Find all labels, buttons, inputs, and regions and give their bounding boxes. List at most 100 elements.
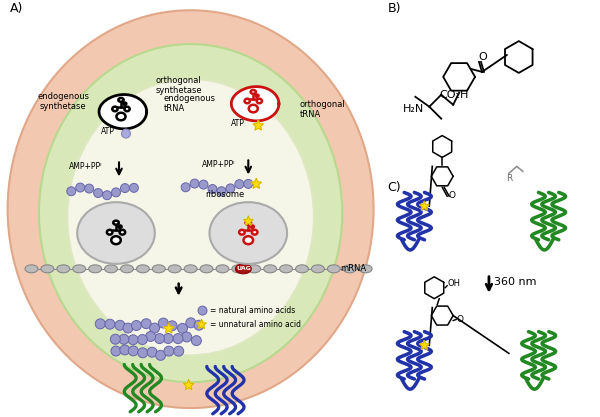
Circle shape — [217, 187, 226, 196]
Ellipse shape — [244, 236, 253, 244]
Circle shape — [178, 323, 187, 333]
Ellipse shape — [8, 10, 374, 408]
Ellipse shape — [209, 202, 287, 264]
Circle shape — [105, 319, 115, 329]
Circle shape — [119, 334, 129, 344]
Text: endogenous
synthetase: endogenous synthetase — [37, 92, 89, 111]
Circle shape — [174, 346, 184, 356]
Text: O: O — [448, 191, 455, 200]
Ellipse shape — [124, 107, 130, 111]
Ellipse shape — [107, 230, 112, 235]
Text: ATP: ATP — [232, 118, 245, 128]
Circle shape — [167, 321, 177, 331]
Circle shape — [128, 335, 138, 345]
Circle shape — [199, 180, 208, 189]
Ellipse shape — [89, 265, 101, 273]
Circle shape — [163, 334, 173, 344]
Text: O: O — [479, 52, 487, 62]
Text: orthogonal
synthetase: orthogonal synthetase — [155, 76, 202, 95]
Text: CO₂H: CO₂H — [439, 90, 469, 100]
Polygon shape — [251, 178, 262, 188]
Ellipse shape — [112, 107, 118, 111]
Circle shape — [111, 346, 121, 356]
Circle shape — [110, 334, 121, 344]
Circle shape — [190, 179, 199, 188]
Circle shape — [94, 188, 103, 198]
Ellipse shape — [256, 95, 259, 97]
Polygon shape — [164, 323, 174, 333]
Ellipse shape — [57, 265, 70, 273]
Ellipse shape — [41, 265, 54, 273]
Circle shape — [137, 334, 148, 344]
Text: A): A) — [10, 2, 23, 15]
Circle shape — [95, 319, 105, 329]
Circle shape — [155, 334, 164, 344]
Ellipse shape — [328, 265, 340, 273]
Circle shape — [244, 179, 253, 188]
Circle shape — [235, 180, 244, 188]
Ellipse shape — [251, 90, 256, 94]
Text: 360 nm: 360 nm — [494, 277, 536, 287]
Circle shape — [155, 350, 166, 360]
Ellipse shape — [249, 105, 258, 112]
Text: = unnatural amino acid: = unnatural amino acid — [211, 320, 301, 329]
Ellipse shape — [119, 230, 125, 235]
Circle shape — [191, 336, 202, 346]
Ellipse shape — [239, 230, 245, 235]
Ellipse shape — [77, 202, 155, 264]
Ellipse shape — [73, 265, 86, 273]
Polygon shape — [253, 120, 263, 130]
Circle shape — [226, 184, 235, 193]
Circle shape — [198, 306, 207, 315]
Text: orthogonal
tRNA: orthogonal tRNA — [300, 100, 346, 119]
Ellipse shape — [359, 265, 372, 273]
Ellipse shape — [257, 99, 262, 103]
Ellipse shape — [216, 265, 229, 273]
Ellipse shape — [111, 236, 121, 244]
Ellipse shape — [67, 79, 314, 355]
Polygon shape — [197, 319, 206, 329]
Ellipse shape — [252, 230, 257, 235]
Circle shape — [182, 332, 191, 342]
Polygon shape — [184, 380, 194, 389]
Circle shape — [131, 321, 142, 331]
Circle shape — [85, 184, 94, 193]
Circle shape — [146, 332, 155, 342]
Ellipse shape — [116, 113, 125, 120]
Circle shape — [121, 183, 130, 193]
Text: endogenous
tRNA: endogenous tRNA — [164, 94, 216, 113]
Circle shape — [147, 347, 157, 357]
Circle shape — [121, 129, 130, 138]
Text: H₂N: H₂N — [403, 104, 424, 114]
Circle shape — [158, 318, 169, 328]
Text: ribosome: ribosome — [206, 190, 245, 199]
Circle shape — [76, 183, 85, 192]
Text: UAG: UAG — [236, 266, 251, 271]
Polygon shape — [231, 87, 279, 121]
Ellipse shape — [121, 265, 133, 273]
Ellipse shape — [264, 265, 277, 273]
Circle shape — [208, 185, 217, 193]
Ellipse shape — [343, 265, 356, 273]
Text: OH: OH — [447, 279, 460, 288]
Ellipse shape — [118, 98, 124, 102]
Circle shape — [115, 320, 125, 330]
Ellipse shape — [200, 265, 213, 273]
Ellipse shape — [25, 265, 38, 273]
Text: AMP+PPᴵ: AMP+PPᴵ — [70, 162, 103, 171]
Circle shape — [123, 323, 133, 333]
Text: ATP: ATP — [101, 127, 115, 136]
Circle shape — [141, 319, 151, 329]
Circle shape — [130, 183, 139, 192]
Ellipse shape — [245, 221, 251, 225]
Ellipse shape — [136, 265, 149, 273]
Ellipse shape — [245, 99, 250, 103]
Ellipse shape — [152, 265, 165, 273]
Ellipse shape — [280, 265, 293, 273]
Circle shape — [128, 346, 138, 356]
Text: R: R — [506, 174, 512, 183]
Ellipse shape — [248, 265, 261, 273]
Polygon shape — [99, 95, 146, 129]
Circle shape — [149, 323, 160, 333]
Ellipse shape — [235, 264, 251, 274]
